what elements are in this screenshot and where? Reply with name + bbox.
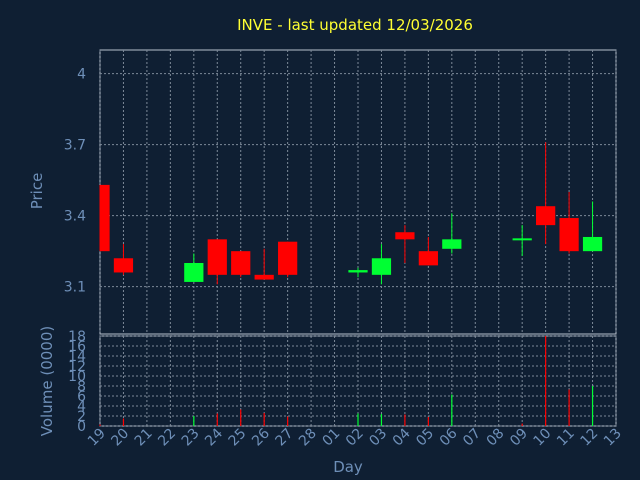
candle-body: [418, 251, 438, 266]
x-tick-label: 04: [390, 425, 414, 449]
x-tick-label: 22: [155, 426, 179, 450]
volume-tick-label: 2: [77, 409, 86, 425]
x-tick-label: 01: [319, 426, 343, 450]
x-tick-label: 07: [460, 426, 484, 450]
volume-tick-label: 10: [68, 369, 86, 385]
candle-body: [442, 239, 462, 249]
candle-body: [536, 206, 556, 226]
candle-body: [559, 218, 579, 252]
volume-tick-label: 18: [68, 329, 86, 345]
volume-tick-label: 0: [77, 419, 86, 435]
x-tick-label: 19: [85, 426, 109, 450]
candle-body: [582, 236, 603, 252]
x-tick-label: 27: [273, 426, 297, 450]
candle-body: [113, 258, 134, 273]
x-axis-label: Day: [333, 458, 363, 476]
x-tick-label: 05: [413, 426, 437, 450]
candle-body: [100, 184, 110, 252]
price-tick-label: 3.4: [64, 209, 86, 225]
x-tick-label: 26: [249, 425, 273, 449]
volume-tick-label: 4: [77, 399, 86, 415]
x-tick-label: 13: [601, 426, 625, 450]
candle-body: [348, 270, 368, 273]
candle-body: [207, 239, 227, 275]
volume-tick-label: 6: [77, 389, 86, 405]
candle-body: [184, 263, 204, 282]
x-tick-label: 10: [531, 426, 555, 450]
price-tick-label: 3.7: [64, 138, 86, 154]
candle-body: [371, 258, 392, 275]
x-tick-label: 24: [202, 425, 226, 449]
x-tick-label: 28: [296, 426, 320, 450]
x-tick-label: 23: [179, 426, 203, 450]
volume-tick-label: 12: [68, 359, 86, 375]
volume-tick-label: 14: [68, 349, 86, 365]
price-axis-label: Price: [28, 173, 46, 210]
price-tick-label: 4: [77, 67, 86, 83]
chart-title: INVE - last updated 12/03/2026: [237, 16, 473, 34]
candle-body: [254, 274, 274, 280]
volume-tick-label: 16: [68, 339, 86, 355]
candle-body: [512, 238, 532, 241]
price-tick-label: 3.1: [64, 280, 86, 296]
volume-axis-label: Volume (0000): [38, 326, 56, 436]
candle-body: [278, 241, 298, 275]
candle-body: [231, 251, 251, 275]
price-panel: 3.1 3.4 3.7 4: [64, 49, 617, 335]
x-tick-label: 02: [343, 426, 367, 450]
x-tick-label: 08: [484, 426, 508, 450]
x-tick-label: 25: [226, 426, 250, 450]
x-tick-label: 06: [437, 425, 461, 449]
x-tick-label: 12: [577, 426, 601, 450]
candle-body: [395, 232, 415, 240]
x-tick-label: 20: [108, 426, 132, 450]
volume-tick-label: 8: [77, 379, 86, 395]
x-tick-label: 21: [132, 426, 156, 450]
x-tick-label: 09: [507, 426, 531, 450]
x-tick-label: 11: [554, 426, 578, 450]
x-tick-label: 03: [366, 426, 390, 450]
